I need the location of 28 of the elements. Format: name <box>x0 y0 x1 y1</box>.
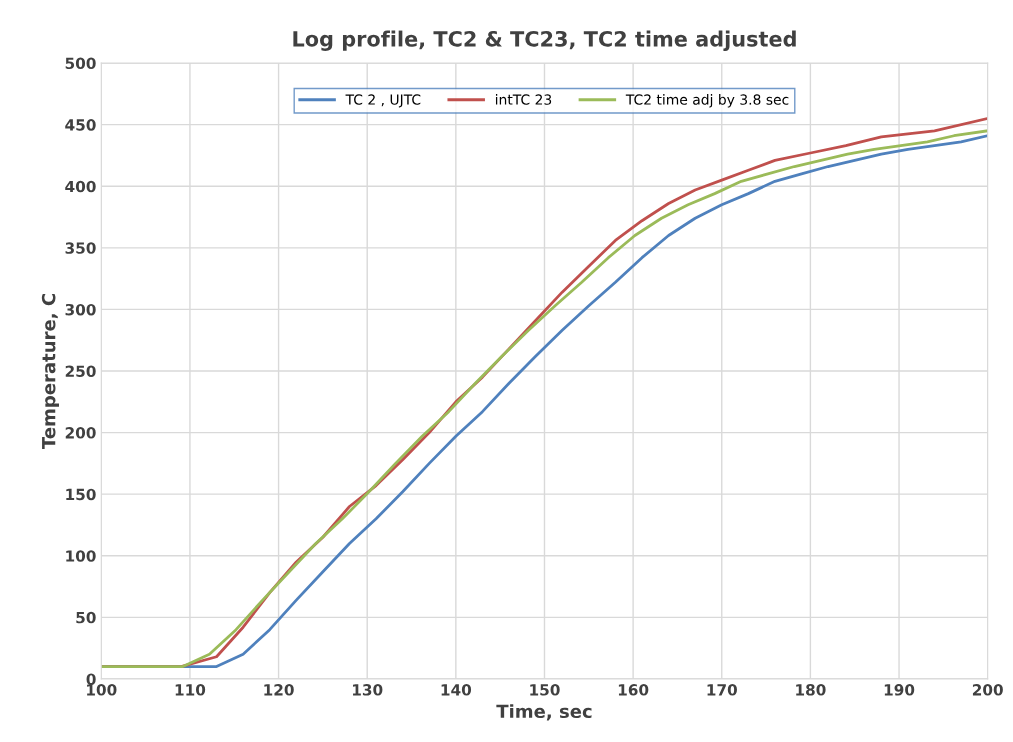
x-tick-label: 150 <box>530 684 560 696</box>
x-tick-label: 200 <box>972 684 1003 696</box>
y-tick-label: 200 <box>65 427 96 439</box>
x-tick-label: 190 <box>884 684 915 696</box>
y-tick-label: 350 <box>65 242 96 254</box>
y-axis-title: Temperature, C <box>41 294 59 450</box>
x-tick-label: 170 <box>707 684 737 696</box>
y-tick-label: 150 <box>66 488 96 501</box>
legend-label: TC 2 , UJTC <box>345 94 421 108</box>
y-tick-label: 400 <box>65 180 96 193</box>
legend-label: intTC 23 <box>495 94 552 105</box>
x-tick-label: 110 <box>175 684 206 696</box>
x-tick-label: 160 <box>618 684 649 696</box>
y-tick-label: 300 <box>65 303 96 316</box>
y-tick-label: 250 <box>65 365 96 378</box>
y-tick-label: 450 <box>65 119 96 131</box>
x-tick-label: 140 <box>441 684 472 696</box>
x-tick-label: 130 <box>352 684 383 696</box>
x-tick-label: 100 <box>87 684 117 696</box>
y-tick-label: 100 <box>66 550 96 562</box>
legend-label: TC2 time adj by 3.8 sec <box>625 94 789 108</box>
y-tick-label: 500 <box>65 57 96 70</box>
chart-title: Log profile, TC2 & TC23, TC2 time adjusted <box>293 30 796 51</box>
x-tick-label: 180 <box>796 684 826 696</box>
y-tick-label: 0 <box>86 673 96 685</box>
x-tick-label: 120 <box>264 684 294 696</box>
x-axis-title: Time, sec <box>496 704 592 721</box>
y-tick-label: 50 <box>76 611 96 624</box>
